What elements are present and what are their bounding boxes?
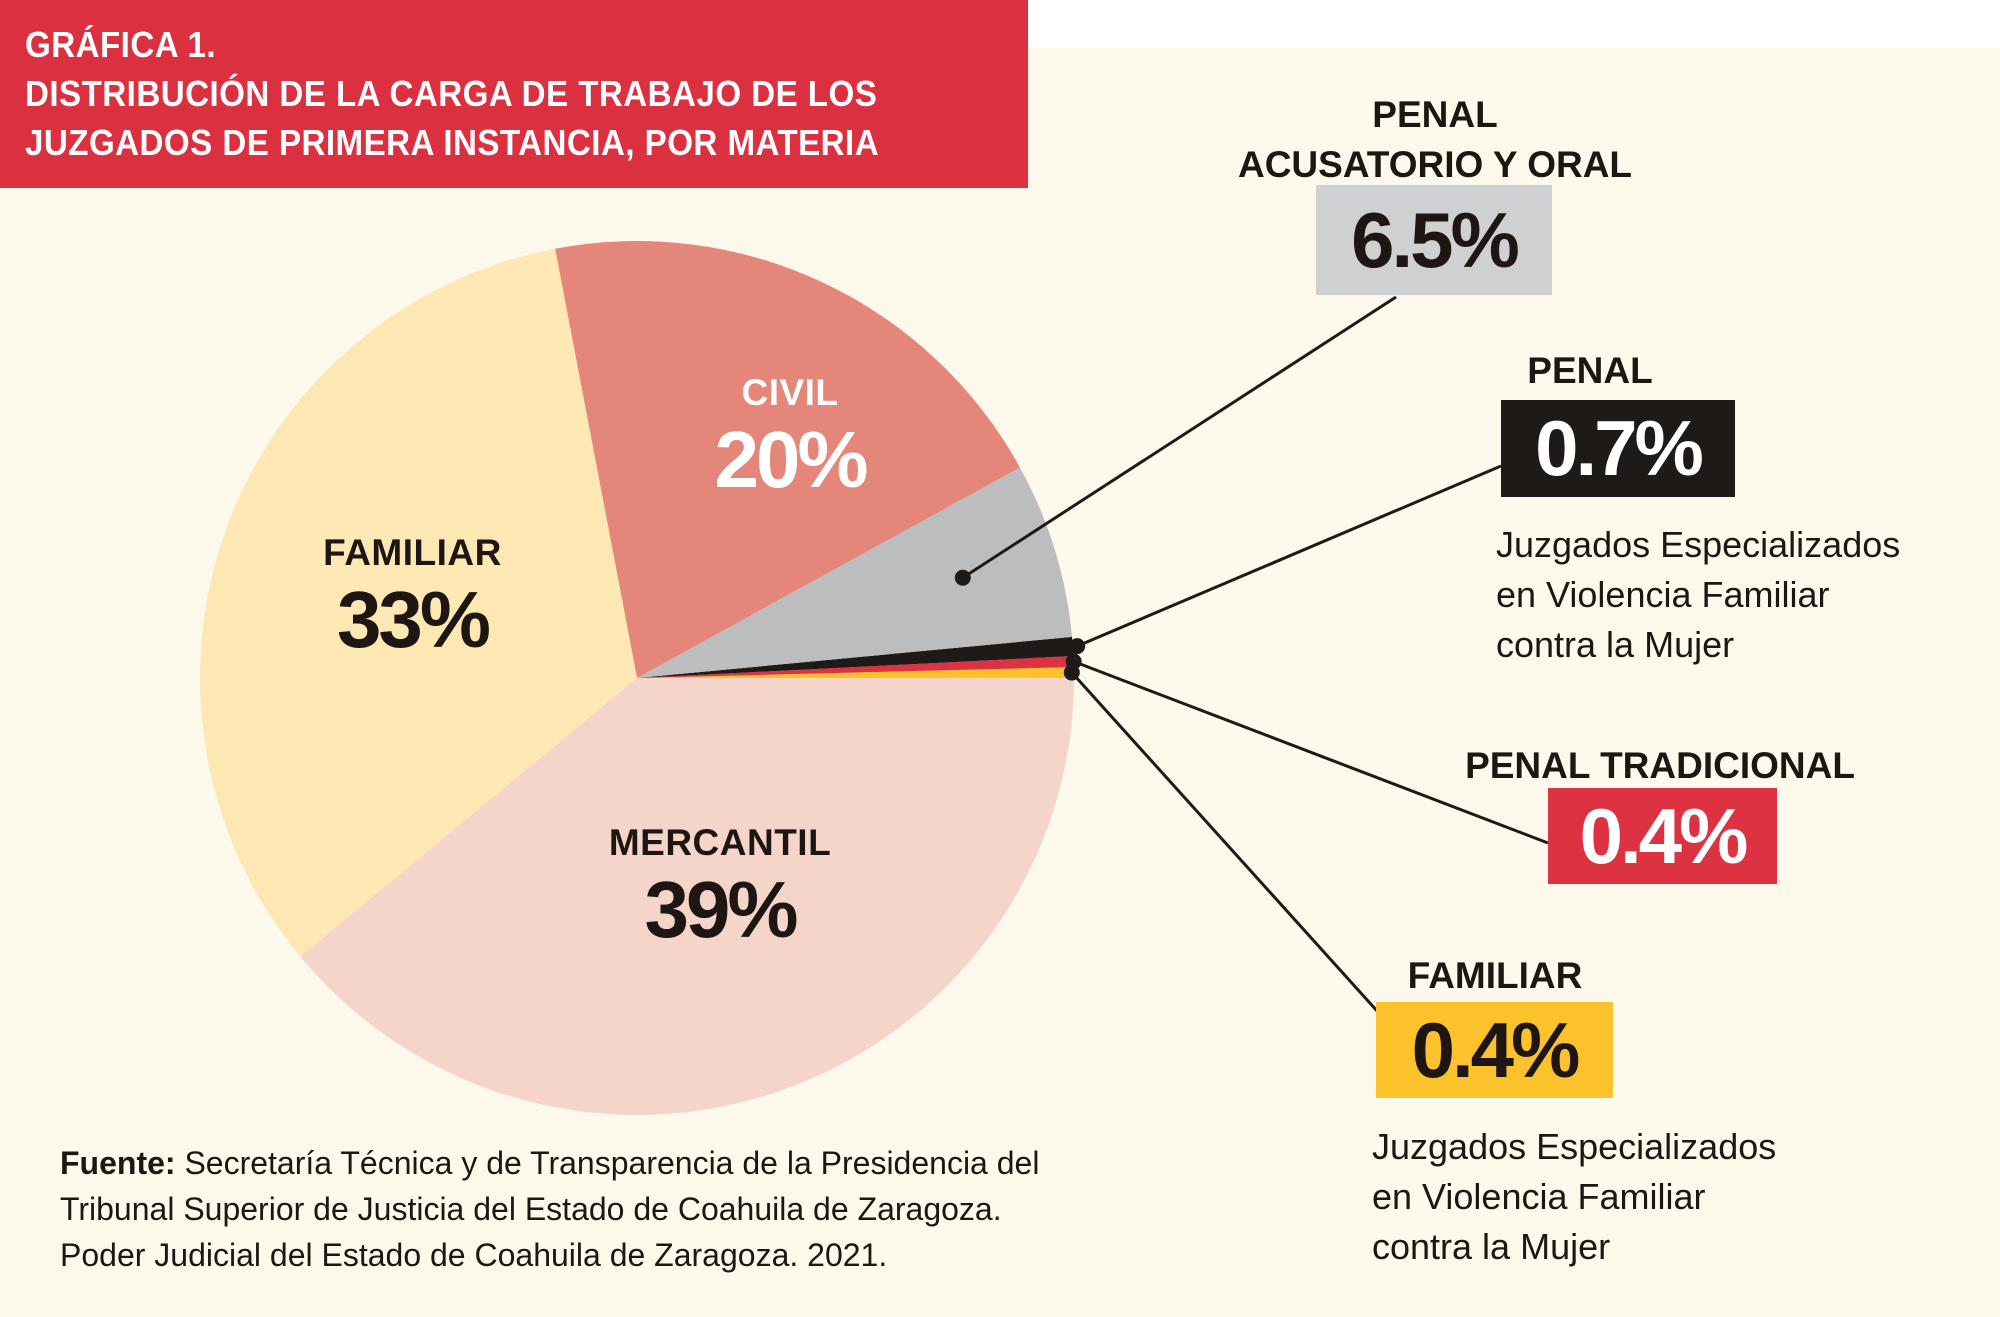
pie-slice-familiar_esp — [637, 667, 1074, 678]
title-banner: GRÁFICA 1. DISTRIBUCIÓN DE LA CARGA DE T… — [0, 0, 1028, 188]
source-label: Fuente: — [60, 1145, 176, 1181]
callout-familiar-desc-line: Juzgados Especializados — [1372, 1126, 1777, 1167]
label-civil-name: CIVIL — [741, 372, 839, 413]
pie-slice-familiar — [199, 248, 637, 957]
chart-title-line-2: JUZGADOS DE PRIMERA INSTANCIA, POR MATER… — [25, 122, 880, 163]
callout-penal-desc-line: en Violencia Familiar — [1496, 574, 1830, 615]
callout-penal-description: Juzgados Especializados en Violencia Fam… — [1496, 520, 1900, 670]
label-familiar: FAMILIAR 33% — [300, 532, 525, 660]
leader-dot-penal_acus — [954, 569, 971, 586]
callout-penal-name: PENAL — [1527, 350, 1653, 391]
label-familiar-name: FAMILIAR — [323, 532, 502, 573]
callout-penal-acusatorio-line1: PENAL — [1372, 94, 1498, 135]
label-civil: CIVIL 20% — [690, 372, 890, 500]
chart-title-line-1: DISTRIBUCIÓN DE LA CARGA DE TRABAJO DE L… — [25, 73, 878, 114]
label-mercantil-pct: 39% — [644, 865, 798, 954]
leader-line-penal_trad — [1073, 660, 1549, 845]
source-line-1: Secretaría Técnica y de Transparencia de… — [184, 1145, 1040, 1181]
source-line-3: Poder Judicial del Estado de Coahuila de… — [60, 1237, 888, 1273]
label-mercantil: MERCANTIL 39% — [590, 822, 850, 950]
pie-slice-penal_acus — [637, 467, 1073, 678]
leader-dot-familiar_esp — [1063, 664, 1080, 681]
source-note: Fuente: Secretaría Técnica y de Transpar… — [60, 1140, 1039, 1278]
callout-penal-desc-line: Juzgados Especializados — [1496, 524, 1901, 565]
leader-line-familiar_esp — [1070, 671, 1380, 1014]
callout-familiar-description: Juzgados Especializados en Violencia Fam… — [1372, 1122, 1776, 1272]
pie-slice-penal_trad — [637, 656, 1074, 678]
callout-familiar-value: 0.4% — [1376, 1002, 1613, 1098]
label-familiar-pct: 33% — [336, 575, 491, 664]
callout-penal-tradicional-value: 0.4% — [1548, 788, 1777, 884]
pie-slice-penal — [637, 636, 1074, 678]
leader-line-penal_acus — [961, 295, 1397, 580]
pie-slice-civil — [555, 240, 1020, 678]
callout-familiar-desc-line: contra la Mujer — [1372, 1226, 1611, 1267]
label-civil-pct: 20% — [714, 415, 868, 504]
callout-penal-desc-line: contra la Mujer — [1496, 624, 1735, 665]
leader-line-penal — [1076, 464, 1502, 648]
label-mercantil-name: MERCANTIL — [608, 822, 832, 863]
callout-penal-acusatorio-name: PENAL ACUSATORIO Y ORAL — [1220, 90, 1650, 190]
chart-number: GRÁFICA 1. — [25, 24, 217, 65]
source-line-2: Tribunal Superior de Justicia del Estado… — [60, 1191, 1002, 1227]
callout-penal-tradicional-name: PENAL TRADICIONAL — [1465, 745, 1855, 786]
callout-penal-value: 0.7% — [1501, 400, 1735, 497]
callout-penal-acusatorio-value: 6.5% — [1316, 185, 1552, 295]
callout-familiar-desc-line: en Violencia Familiar — [1372, 1176, 1706, 1217]
callout-penal-acusatorio-line2: ACUSATORIO Y ORAL — [1237, 144, 1633, 185]
pie-slice-mercantil — [300, 678, 1074, 1115]
callout-familiar-name: FAMILIAR — [1407, 955, 1583, 996]
leader-dot-penal — [1069, 638, 1086, 655]
